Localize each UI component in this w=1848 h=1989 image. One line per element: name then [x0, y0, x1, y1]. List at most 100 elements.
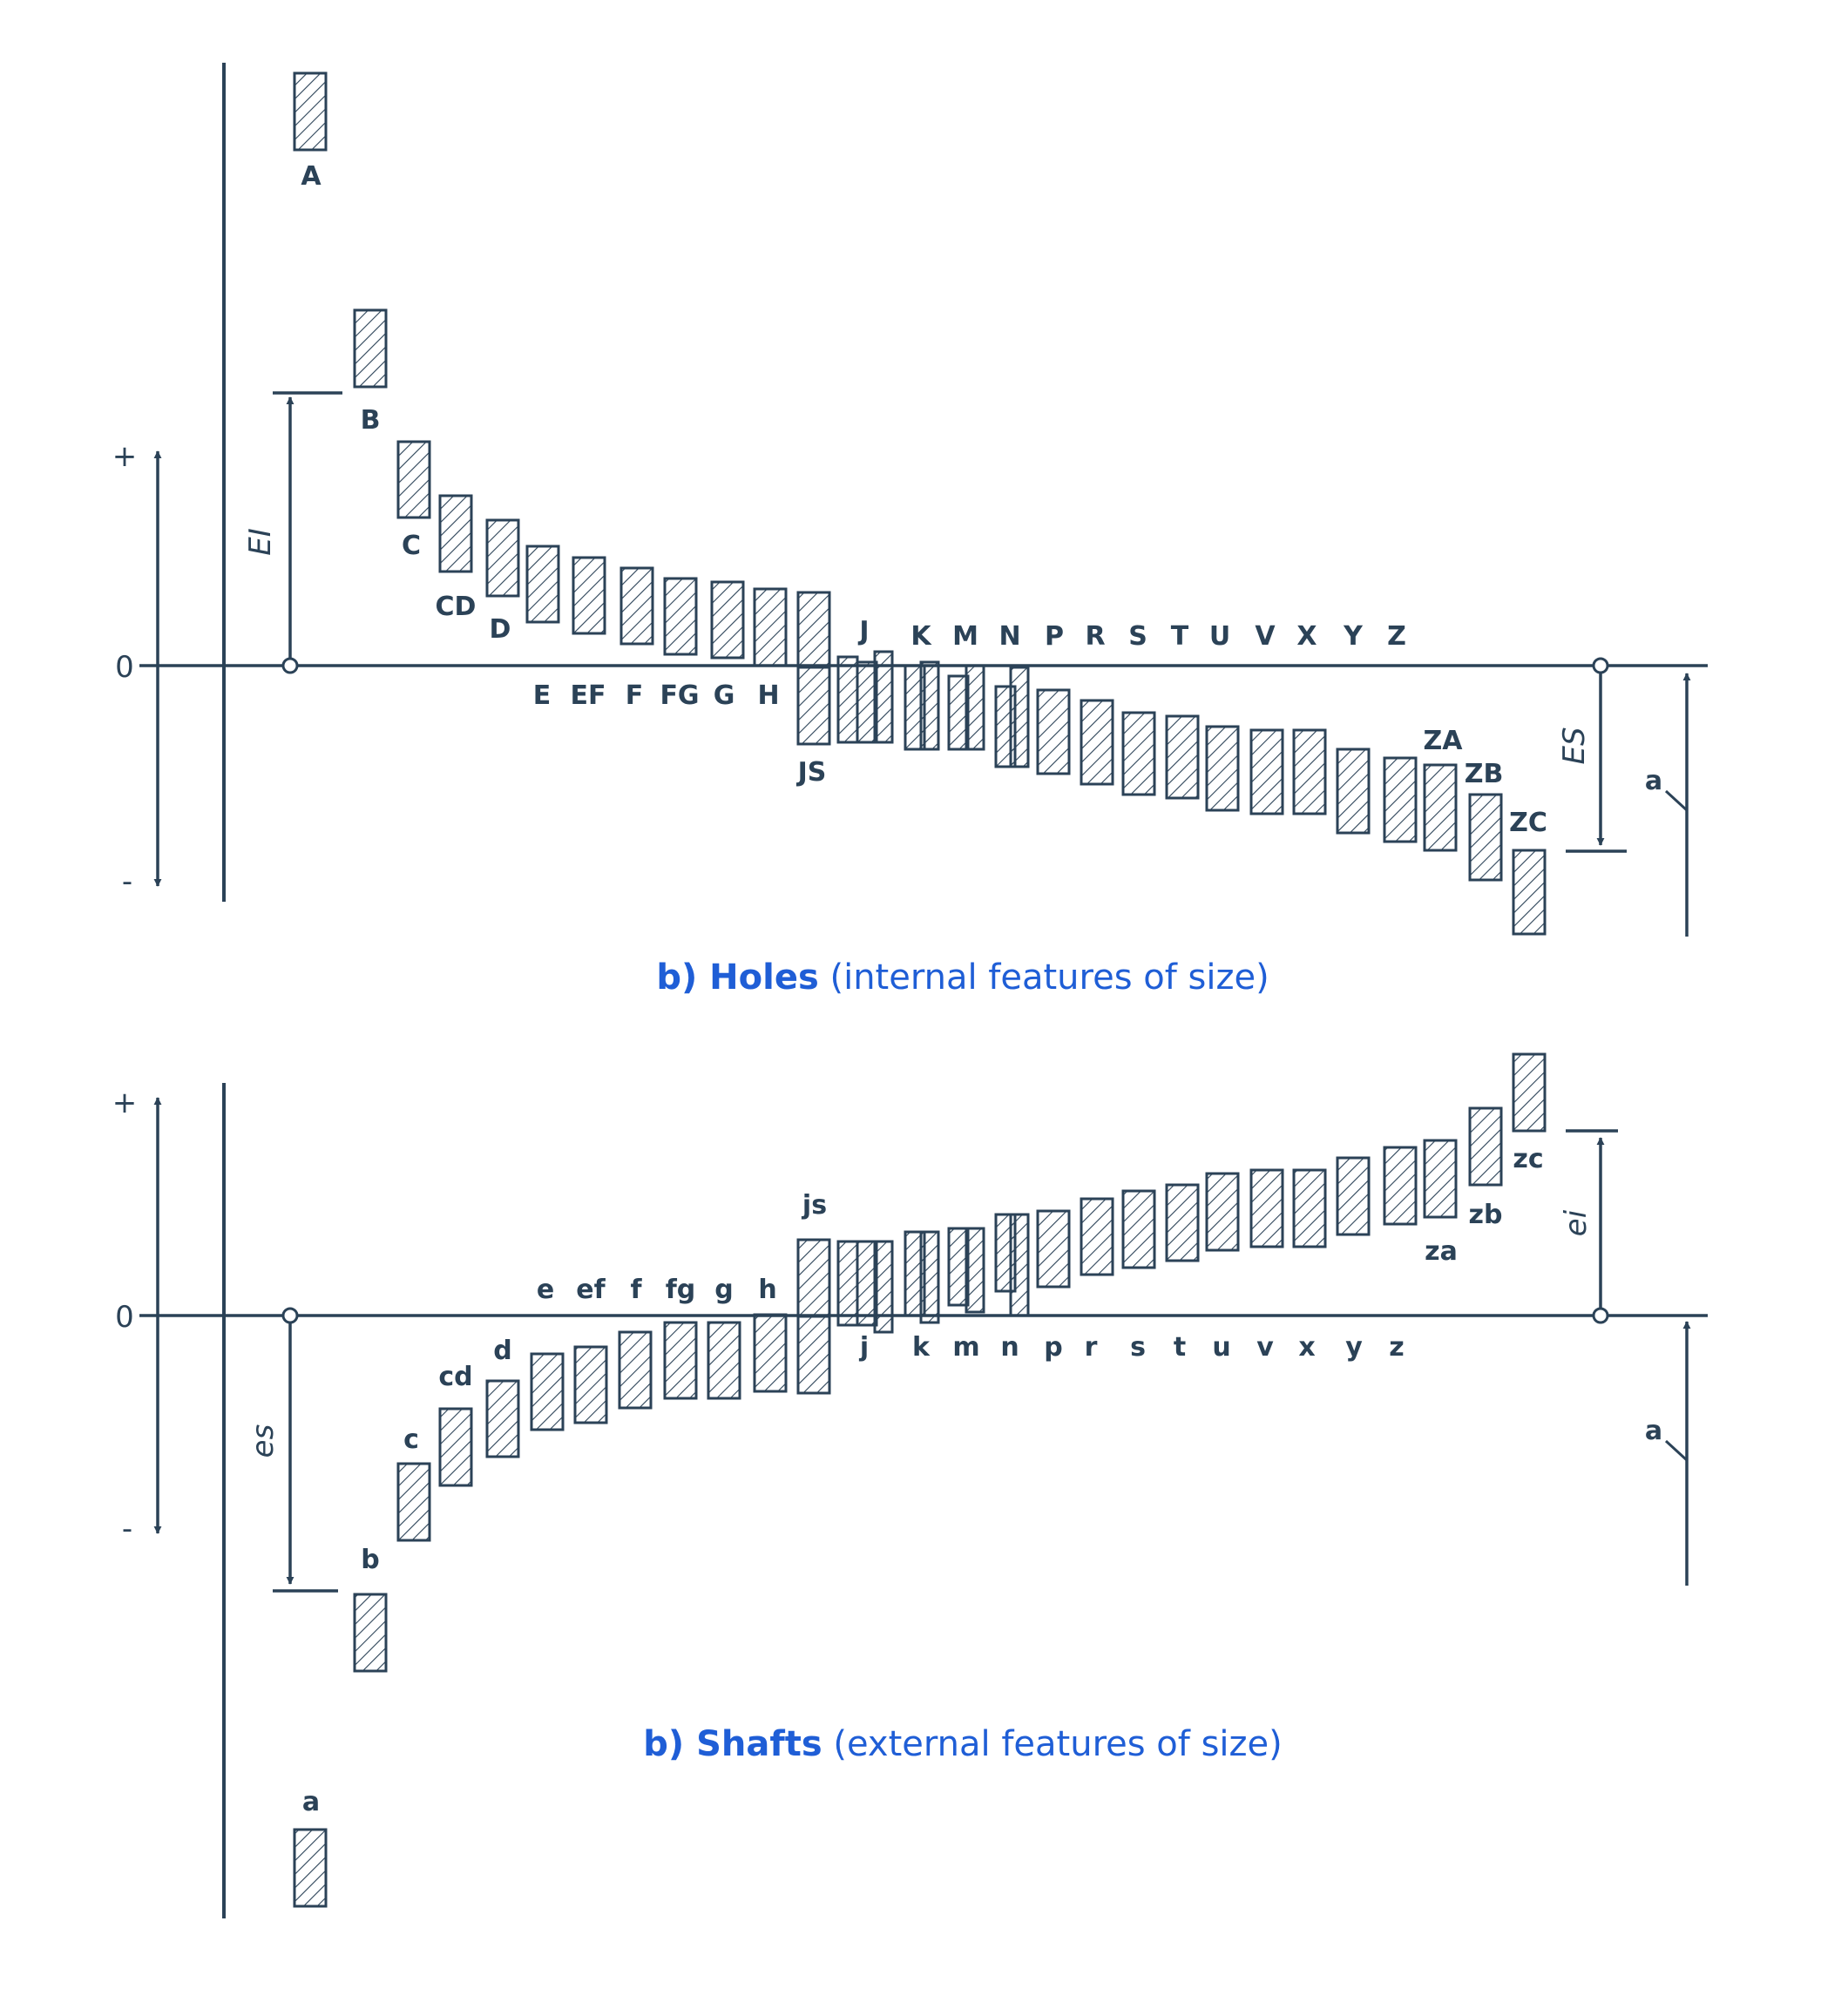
shafts-zone-m-2 [965, 1227, 985, 1314]
holes-caption-subtitle: (internal features of size) [819, 957, 1269, 998]
holes-es-label: ES [1557, 727, 1592, 764]
shafts-label-v: v [1256, 1332, 1274, 1363]
holes-zone-m-2 [965, 664, 985, 751]
shafts-zone-h [753, 1313, 788, 1393]
shafts-zone-a [293, 1828, 328, 1908]
holes-zone-za [1423, 763, 1458, 852]
shafts-label-x: x [1298, 1332, 1315, 1363]
holes-zone-t [1165, 714, 1200, 800]
holes-label-za: ZA [1424, 726, 1464, 756]
shafts-minus-label: - [122, 1512, 132, 1546]
holes-label-t: T [1171, 621, 1189, 652]
holes-label-g: G [714, 680, 735, 711]
holes-zone-j-3 [873, 650, 894, 744]
shafts-zone-r [1080, 1197, 1114, 1276]
holes-label-h: H [757, 680, 779, 711]
shafts-zone-cd [438, 1407, 473, 1487]
holes-label-f: F [626, 680, 644, 711]
holes-label-k: K [910, 621, 932, 652]
shafts-note-label: a [1645, 1416, 1662, 1446]
holes-label-zb: ZB [1465, 759, 1504, 789]
shafts-label-g: g [714, 1275, 733, 1305]
shafts-caption-title: b) Shafts [643, 1724, 822, 1764]
shafts-caption: b) Shafts (external features of size) [643, 1724, 1282, 1764]
shafts-label-h: h [758, 1275, 776, 1305]
shafts-label-k: k [912, 1332, 931, 1363]
shafts-label-p: p [1044, 1332, 1062, 1363]
shafts-zone-x [1292, 1168, 1327, 1248]
holes-label-m: M [952, 621, 978, 652]
shafts-zone-d [485, 1379, 520, 1458]
holes-tolerance-zones [293, 71, 1547, 936]
holes-zone-j-1 [836, 655, 859, 744]
holes-zone-k-2 [919, 660, 940, 751]
holes-caption-title: b) Holes [656, 957, 818, 998]
shafts-label-cd: cd [438, 1362, 472, 1392]
holes-ei-origin-marker [281, 657, 299, 674]
holes-note-leader [1664, 789, 1689, 812]
shafts-plus-label: + [112, 1086, 138, 1120]
shafts-zone-z [1383, 1146, 1418, 1226]
holes-zero-label: 0 [115, 650, 134, 685]
shafts-label-j: j [859, 1332, 869, 1363]
shafts-zone-s [1121, 1189, 1156, 1269]
holes-minus-label: - [122, 864, 132, 899]
shafts-zone-e [530, 1352, 565, 1431]
holes-label-zc: ZC [1509, 808, 1547, 838]
holes-label-b: B [361, 405, 381, 436]
holes-label-n: N [998, 621, 1020, 652]
shafts-zone-u [1205, 1172, 1240, 1252]
shafts-zone-g [707, 1321, 741, 1400]
holes-label-p: P [1045, 621, 1064, 652]
shafts-zone-js-upper [796, 1238, 831, 1318]
holes-zone-g [710, 580, 745, 660]
shafts-zone-y [1336, 1156, 1371, 1236]
holes-zone-p [1036, 688, 1071, 775]
shafts-es-label: es [246, 1424, 281, 1458]
holes-zone-b [353, 308, 388, 389]
holes-zone-u [1205, 725, 1240, 812]
holes-label-j: J [857, 616, 869, 646]
shafts-zone-t [1165, 1183, 1200, 1262]
holes-label-a: A [301, 161, 322, 192]
shafts-zone-js-lower [796, 1315, 831, 1395]
holes-zone-v [1249, 728, 1284, 815]
holes-zone-js [796, 666, 831, 746]
holes-label-u: U [1209, 621, 1230, 652]
shafts-zone-p [1036, 1209, 1071, 1289]
holes-label-fg: FG [660, 680, 699, 711]
holes-label-s: S [1128, 621, 1147, 652]
shafts-zone-c [396, 1462, 431, 1542]
holes-zone-z [1383, 756, 1418, 843]
shafts-label-d: d [493, 1336, 511, 1366]
shafts-zone-ef [573, 1345, 608, 1424]
holes-zone-ef [572, 556, 606, 635]
holes-label-r: R [1085, 621, 1105, 652]
shafts-label-zb: zb [1469, 1200, 1503, 1230]
shafts-label-t: t [1174, 1332, 1186, 1363]
holes-panel: + 0 - EI ES a A B C CD D E EF F FG G H JS J K M N P R S T U V… [112, 63, 1708, 998]
holes-label-z: Z [1387, 621, 1406, 652]
shafts-label-u: u [1212, 1332, 1230, 1363]
shafts-zone-j-3 [873, 1240, 894, 1334]
shafts-label-ef: ef [576, 1275, 606, 1305]
holes-zone-cd [438, 494, 473, 573]
shafts-zone-j-1 [836, 1240, 859, 1327]
holes-zone-zb [1468, 793, 1503, 882]
shafts-zone-zc [1512, 1052, 1547, 1133]
shafts-label-n: n [1000, 1332, 1019, 1363]
holes-zone-c [396, 440, 431, 519]
holes-zone-n-2 [1009, 666, 1030, 768]
shafts-tolerance-zones [293, 1052, 1547, 1908]
holes-label-cd: CD [436, 592, 477, 622]
holes-zone-f [619, 566, 654, 646]
shafts-label-z: z [1389, 1332, 1404, 1363]
holes-note-label: a [1645, 766, 1662, 796]
shafts-note-leader [1664, 1439, 1689, 1462]
shafts-zone-fg [663, 1321, 698, 1400]
shafts-panel: + 0 - es ei a a b c cdd e ef f fg g h js j k m n p r s t u v… [112, 1052, 1708, 1918]
holes-zone-y [1336, 748, 1371, 835]
shafts-label-f: f [630, 1275, 642, 1305]
